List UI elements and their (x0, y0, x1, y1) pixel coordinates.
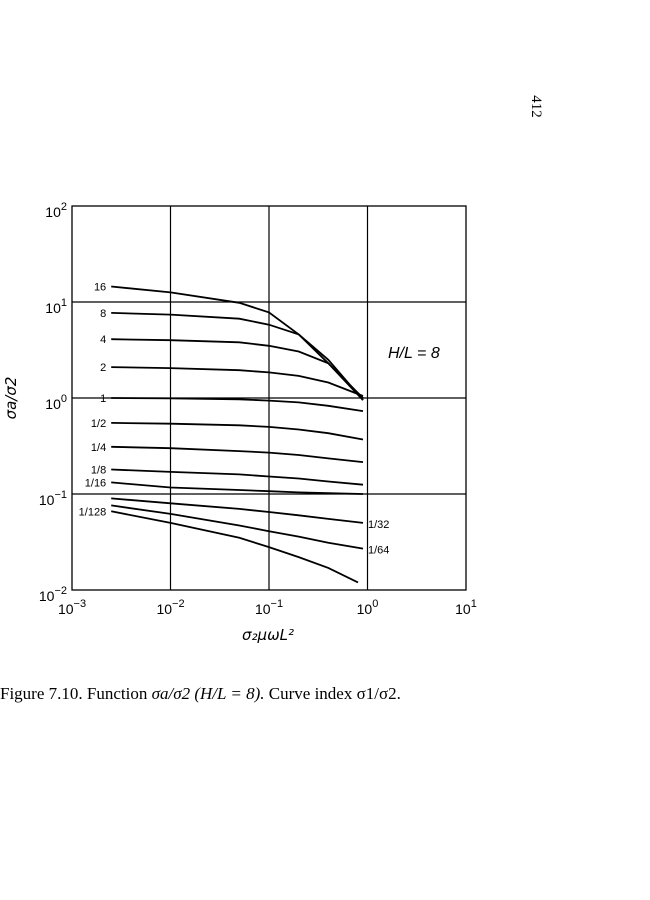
curve-1-64 (111, 504, 364, 550)
curve-8 (111, 312, 364, 401)
y-tick-label: 10−1 (39, 489, 67, 508)
curve-1 (111, 397, 364, 412)
curve-label: 16 (94, 282, 106, 294)
x-tick-label: 10−1 (255, 598, 283, 617)
curve-4 (111, 338, 364, 399)
y-tick-label: 10−2 (39, 585, 67, 604)
curve-label: 1/4 (91, 442, 106, 454)
x-axis-label: σ₂μωL² (242, 626, 294, 644)
x-tick-label: 101 (455, 598, 477, 617)
curve-1-2 (111, 422, 364, 441)
caption-suffix: Curve index σ1/σ2. (268, 684, 401, 703)
curve-1-8 (111, 468, 364, 486)
curve-1-16 (111, 481, 364, 495)
curves: 16 8 4 2 1 1/2 1/4 1/81/16 1/32 1/64 1/128 (79, 282, 389, 584)
x-tick-labels: 10−3 10−2 10−1 100 101 (58, 598, 477, 617)
curve-label: 1/128 (79, 506, 107, 518)
y-axis-label: σa/σ2 (2, 377, 20, 420)
curve-label: 1/8 (91, 464, 106, 476)
y-tick-label: 101 (45, 297, 67, 316)
caption-prefix: Figure 7.10. Function (0, 684, 148, 703)
curve-label: 1/2 (91, 418, 106, 430)
curve-label: 1/16 (85, 477, 106, 489)
y-tick-labels: 10−2 10−1 100 101 102 (39, 201, 67, 604)
curve-label: 1/32 (368, 519, 389, 531)
y-tick-label: 100 (45, 393, 67, 412)
curve-1-32 (111, 497, 364, 524)
curve-label: 4 (100, 334, 106, 346)
caption-formula: σa/σ2 (H/L = 8). (151, 684, 265, 703)
x-tick-label: 10−2 (156, 598, 184, 617)
figure-caption: Figure 7.10. Function σa/σ2 (H/L = 8). C… (0, 684, 401, 704)
annotation: H/L = 8 (388, 345, 440, 362)
x-tick-label: 10−3 (58, 598, 86, 617)
plot-frame (71, 205, 467, 591)
curve-1-4 (111, 445, 364, 463)
curve-label: 1 (100, 393, 106, 405)
curve-label: 8 (100, 308, 106, 320)
y-tick-label: 102 (45, 201, 67, 220)
curve-label: 2 (100, 362, 106, 374)
curve-16 (111, 285, 364, 401)
x-tick-label: 100 (357, 598, 379, 617)
curve-2 (111, 366, 364, 397)
curve-label: 1/64 (368, 545, 389, 557)
curve-1-128 (111, 510, 359, 584)
